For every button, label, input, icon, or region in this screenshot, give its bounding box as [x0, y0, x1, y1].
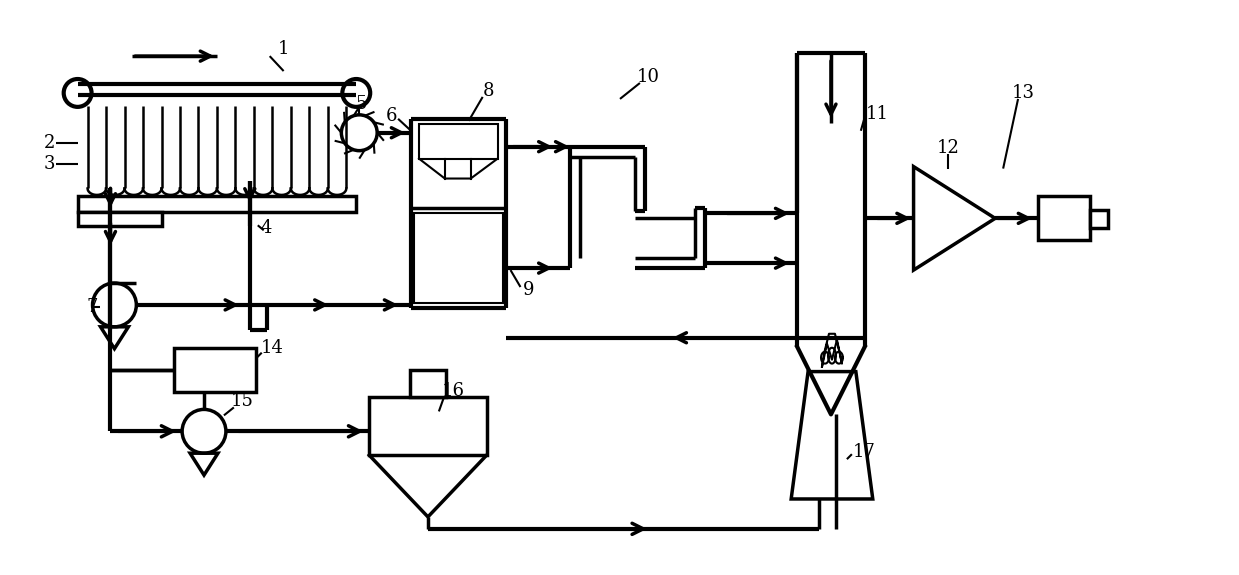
Text: 15: 15 — [230, 393, 253, 411]
Bar — [78, 197, 357, 212]
Text: 1: 1 — [278, 40, 290, 58]
Bar — [419, 124, 498, 159]
Text: 9: 9 — [523, 281, 534, 299]
Text: 7: 7 — [87, 298, 98, 316]
Bar — [175, 348, 255, 393]
Text: 4: 4 — [260, 219, 271, 237]
Bar — [414, 213, 503, 303]
Bar — [1038, 197, 1090, 240]
Text: 6: 6 — [385, 107, 396, 125]
Text: 2: 2 — [45, 134, 56, 152]
Text: 8: 8 — [483, 82, 494, 100]
Bar — [78, 212, 162, 227]
Text: 10: 10 — [637, 68, 659, 86]
Bar — [369, 397, 487, 455]
Text: 17: 17 — [852, 443, 875, 461]
Bar — [410, 370, 446, 397]
Text: 3: 3 — [45, 155, 56, 172]
Bar — [1090, 210, 1108, 228]
Text: 13: 13 — [1011, 84, 1035, 102]
Text: 12: 12 — [937, 139, 960, 156]
Text: 16: 16 — [441, 382, 465, 401]
Text: 5: 5 — [356, 95, 367, 113]
Text: 11: 11 — [865, 105, 888, 123]
Text: 14: 14 — [260, 339, 284, 356]
